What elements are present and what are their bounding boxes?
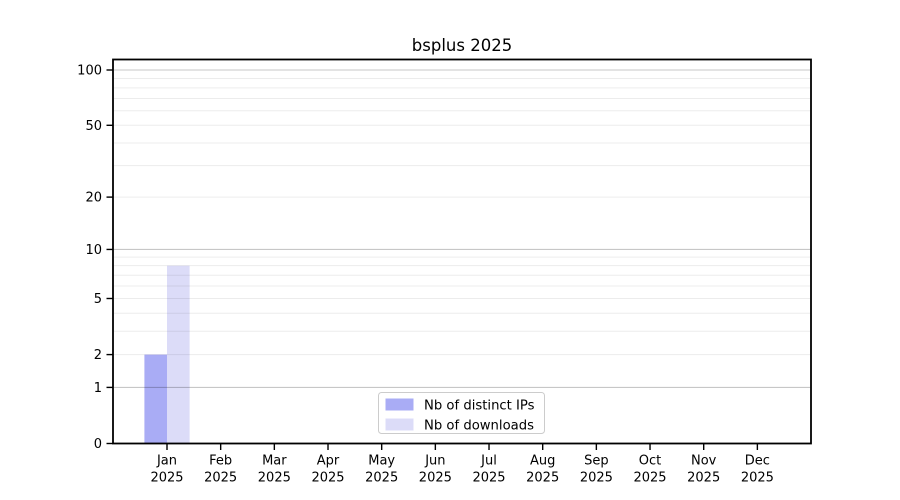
bar-nb-of-distinct-ips-jan xyxy=(144,354,167,444)
x-tick-label-jan: Jan xyxy=(156,454,177,469)
legend-label-nb-of-distinct-ips: Nb of distinct IPs xyxy=(424,399,535,414)
x-tick-year-apr: 2025 xyxy=(311,471,344,486)
x-tick-year-dec: 2025 xyxy=(741,471,774,486)
grid-layer xyxy=(113,69,811,388)
x-tick-label-aug: Aug xyxy=(530,454,555,469)
y-tick-label-0: 0 xyxy=(94,437,102,452)
x-tick-year-aug: 2025 xyxy=(526,471,559,486)
x-tick-label-oct: Oct xyxy=(639,454,661,469)
y-tick-label-1: 1 xyxy=(94,381,102,396)
x-tick-year-jun: 2025 xyxy=(419,471,452,486)
x-tick-label-dec: Dec xyxy=(745,454,770,469)
x-tick-year-mar: 2025 xyxy=(258,471,291,486)
x-tick-label-jun: Jun xyxy=(424,454,445,469)
legend-label-nb-of-downloads: Nb of downloads xyxy=(424,419,534,434)
legend-swatch-nb-of-distinct-ips xyxy=(385,398,414,411)
y-tick-label-50: 50 xyxy=(85,119,102,134)
chart-title: bsplus 2025 xyxy=(412,36,512,55)
y-tick-label-2: 2 xyxy=(94,348,102,363)
y-tick-label-5: 5 xyxy=(94,292,102,307)
x-tick-year-feb: 2025 xyxy=(204,471,237,486)
bar-nb-of-downloads-jan xyxy=(167,265,190,444)
y-tick-label-100: 100 xyxy=(77,64,102,79)
x-tick-year-jul: 2025 xyxy=(472,471,505,486)
plot-frame xyxy=(112,58,812,445)
x-tick-label-jul: Jul xyxy=(480,454,497,469)
y-tick-label-10: 10 xyxy=(85,243,102,258)
x-tick-year-nov: 2025 xyxy=(687,471,720,486)
legend-box: Nb of distinct IPs Nb of downloads xyxy=(378,392,545,434)
axes-layer: 0 1 2 5 10 20 50 100 Jan 2025 Feb 2025 Mar 2025 Apr 202… xyxy=(77,58,812,486)
x-tick-label-feb: Feb xyxy=(209,454,232,469)
x-tick-label-sep: Sep xyxy=(584,454,609,469)
y-tick-label-20: 20 xyxy=(85,191,102,206)
x-tick-year-jan: 2025 xyxy=(150,471,183,486)
legend-swatch-nb-of-downloads xyxy=(385,418,414,431)
x-tick-label-nov: Nov xyxy=(691,454,717,469)
legend-frame xyxy=(378,392,545,434)
x-tick-year-may: 2025 xyxy=(365,471,398,486)
x-tick-year-oct: 2025 xyxy=(633,471,666,486)
bars-layer xyxy=(144,265,190,444)
x-tick-label-mar: Mar xyxy=(262,454,287,469)
x-tick-label-may: May xyxy=(368,454,395,469)
x-tick-year-sep: 2025 xyxy=(580,471,613,486)
x-tick-label-apr: Apr xyxy=(317,454,340,469)
